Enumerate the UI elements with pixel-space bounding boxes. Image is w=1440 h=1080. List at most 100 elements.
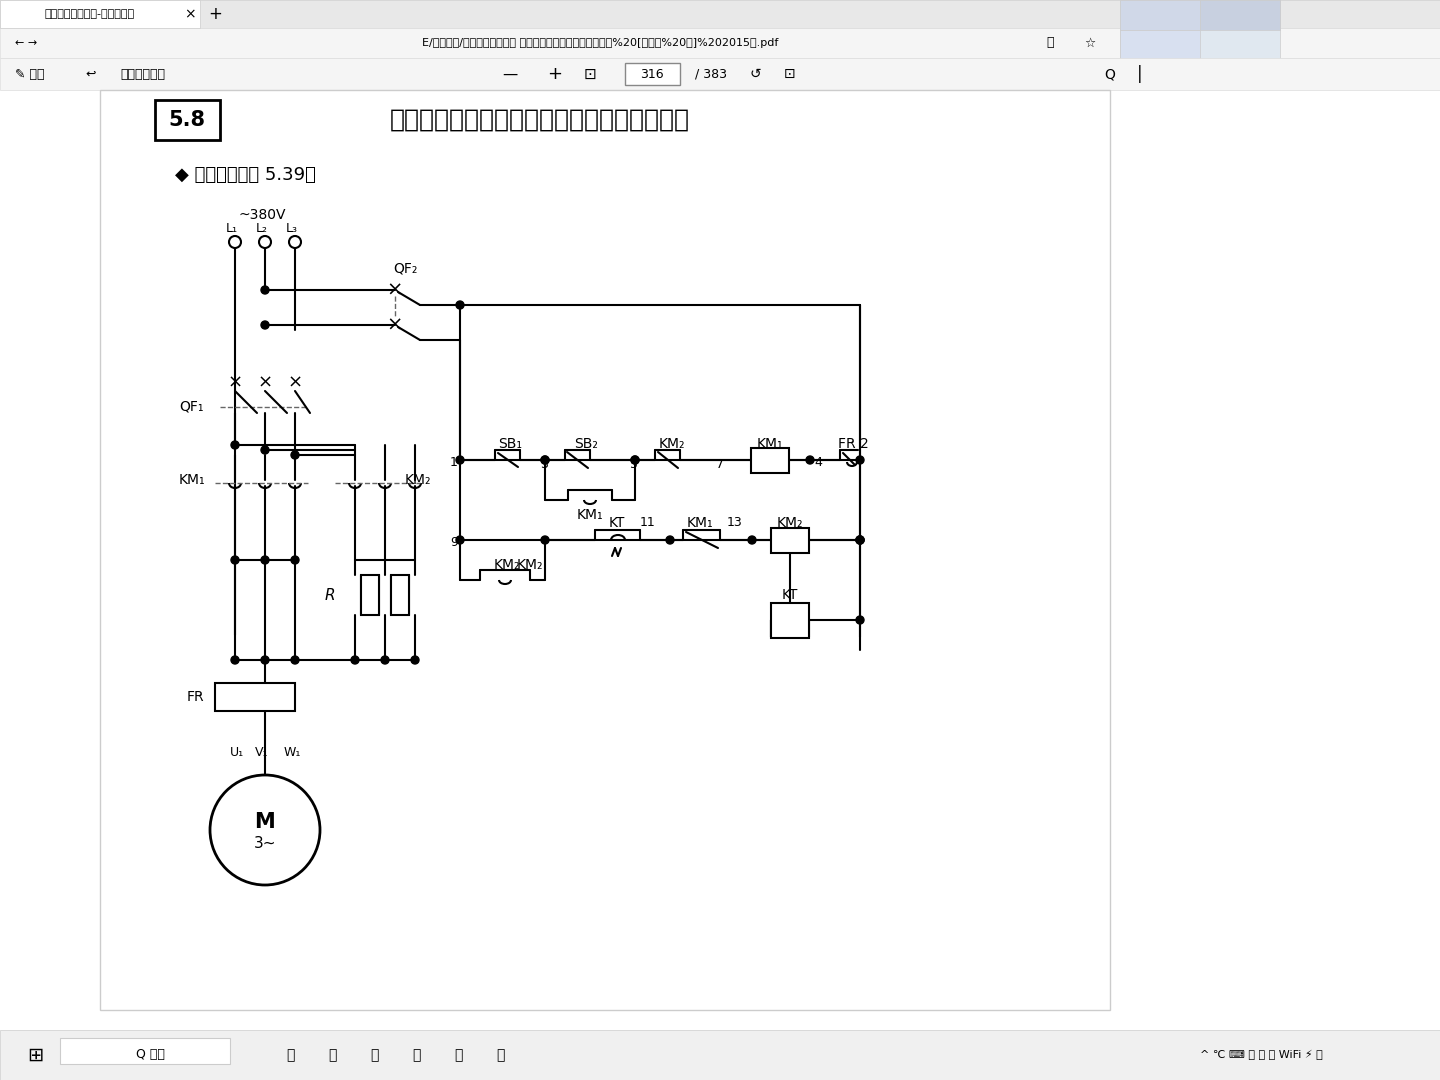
Text: U₁: U₁ [230,745,243,758]
Circle shape [631,456,639,464]
Text: QF₁: QF₁ [180,400,204,414]
Text: / 383: / 383 [696,67,727,81]
Text: 🔴: 🔴 [454,1048,462,1062]
Text: 🔍: 🔍 [1047,37,1054,50]
Bar [0,1030,1440,1080]
Circle shape [456,301,464,309]
Circle shape [382,656,389,664]
Circle shape [261,321,269,329]
Circle shape [806,456,814,464]
Circle shape [456,456,464,464]
Circle shape [230,556,239,564]
Circle shape [410,656,419,664]
Bar [392,575,409,615]
Text: 📊: 📊 [412,1048,420,1062]
Circle shape [747,536,756,544]
Text: Q 搜索: Q 搜索 [135,1049,164,1062]
Text: 📁: 📁 [285,1048,294,1062]
Circle shape [289,237,301,248]
Text: FR 2: FR 2 [838,437,868,451]
Text: 3: 3 [248,690,256,703]
Text: 朗读此页内容: 朗读此页内容 [120,67,166,81]
Text: ✎ 绘制: ✎ 绘制 [14,67,45,81]
Text: ⊡: ⊡ [583,67,596,81]
Circle shape [261,286,269,294]
Circle shape [230,656,239,664]
Text: ← →: ← → [14,38,37,48]
Text: V₁: V₁ [255,745,269,758]
Bar [752,447,789,473]
Circle shape [230,441,239,449]
Circle shape [541,536,549,544]
Bar [156,100,220,140]
Text: ×: × [228,374,242,392]
Text: KM₂: KM₂ [776,516,804,530]
Text: 🔵: 🔵 [370,1048,379,1062]
Circle shape [855,456,864,464]
Text: 4: 4 [814,456,822,469]
Bar [361,575,379,615]
Text: W₁: W₁ [284,745,301,758]
Text: ◆ 工作原理（图 5.39）: ◆ 工作原理（图 5.39） [176,166,315,184]
Bar [1120,0,1200,30]
Text: ×: × [258,374,272,392]
Bar [1120,30,1200,60]
Circle shape [541,456,549,464]
Bar [625,63,680,85]
Text: 新版经典电工电路-识图、布线: 新版经典电工电路-识图、布线 [45,9,135,19]
Circle shape [541,456,549,464]
Circle shape [456,536,464,544]
Text: ↩: ↩ [85,67,95,81]
Bar [770,527,809,553]
Text: 11: 11 [641,516,655,529]
Circle shape [855,616,864,624]
Text: QF₂: QF₂ [393,261,418,275]
Circle shape [351,656,359,664]
Text: KM₂: KM₂ [517,558,543,572]
Circle shape [259,237,271,248]
Bar [60,1038,230,1064]
Text: ×: × [387,315,403,335]
Text: Q: Q [1104,67,1116,81]
Circle shape [261,446,269,454]
Circle shape [261,656,269,664]
Text: KM₂: KM₂ [494,558,520,572]
Bar [99,90,1110,1010]
Text: SB₁: SB₁ [498,437,521,451]
Text: ×: × [184,6,196,21]
Bar [1200,0,1280,30]
Circle shape [631,456,639,464]
Text: KM₁: KM₁ [576,508,603,522]
Text: KM₁: KM₁ [179,473,206,487]
Text: R: R [324,588,336,603]
Text: ×: × [387,281,403,299]
Bar [770,603,809,637]
Bar [0,28,1440,58]
Text: KM₁: KM₁ [687,516,713,530]
Text: —: — [503,67,517,81]
Text: 9: 9 [451,536,458,549]
Text: ×: × [288,374,302,392]
Circle shape [855,536,864,544]
Text: 5.8: 5.8 [168,110,206,130]
Circle shape [210,775,320,885]
Text: 13: 13 [727,516,743,529]
Text: KM₂: KM₂ [658,437,685,451]
Text: ⊞: ⊞ [27,1045,43,1065]
Text: ⊡: ⊡ [785,67,796,81]
Circle shape [291,556,300,564]
Text: 5: 5 [631,459,638,472]
Text: 不用速度继电器的单向运转反接制动控制电路: 不用速度继电器的单向运转反接制动控制电路 [390,108,690,132]
Circle shape [229,237,240,248]
Circle shape [291,656,300,664]
Text: 1: 1 [451,456,458,469]
Bar [0,0,1440,28]
Circle shape [665,536,674,544]
Text: L₃: L₃ [287,221,298,234]
Text: 3: 3 [540,459,549,472]
Text: KM₁: KM₁ [756,437,783,451]
Text: ~380V: ~380V [238,208,285,222]
Text: E/电工识图/新版经典电工电路 识图、布线、接线、调试、维修%20[黄海丁%20著]%202015年.pdf: E/电工识图/新版经典电工电路 识图、布线、接线、调试、维修%20[黄海丁%20… [422,38,778,48]
Text: |: | [1138,65,1143,83]
Bar [1120,0,1280,60]
